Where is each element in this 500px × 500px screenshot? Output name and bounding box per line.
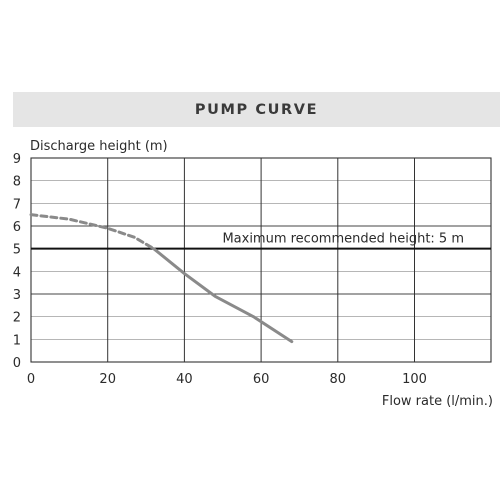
chart-title: PUMP CURVE <box>194 101 319 118</box>
chart-title-band: PUMP CURVE <box>13 92 500 127</box>
tick-labels: 0 1 2 3 4 5 6 7 8 9 0 20 40 60 80 100 <box>13 152 427 387</box>
x-tick-label: 60 <box>253 372 270 387</box>
x-axis-label: Flow rate (l/min.) <box>382 394 493 409</box>
axes <box>30 157 492 363</box>
y-tick-label: 6 <box>13 220 21 235</box>
y-axis-label: Discharge height (m) <box>30 139 168 154</box>
y-tick-label: 5 <box>13 243 21 258</box>
x-tick-label: 20 <box>99 372 116 387</box>
x-tick-label: 40 <box>176 372 193 387</box>
x-tick-label: 100 <box>402 372 427 387</box>
y-tick-label: 9 <box>13 152 21 167</box>
grid <box>31 157 491 362</box>
reference-line-label: Maximum recommended height: 5 m <box>222 232 464 247</box>
plot-frame <box>30 157 492 363</box>
y-tick-label: 8 <box>13 175 21 190</box>
reference-line-group: Maximum recommended height: 5 m <box>31 232 491 250</box>
y-tick-label: 2 <box>13 311 21 326</box>
y-tick-label: 3 <box>13 288 21 303</box>
x-tick-label: 80 <box>330 372 347 387</box>
x-tick-label: 0 <box>27 372 35 387</box>
y-tick-label: 0 <box>13 356 21 371</box>
y-tick-label: 4 <box>13 265 21 280</box>
pump-curve-solid-segment <box>152 247 294 344</box>
pump-curve-dashed-segment <box>29 213 156 251</box>
y-tick-label: 7 <box>13 197 21 212</box>
y-tick-label: 1 <box>13 333 21 348</box>
series-group <box>29 213 294 344</box>
